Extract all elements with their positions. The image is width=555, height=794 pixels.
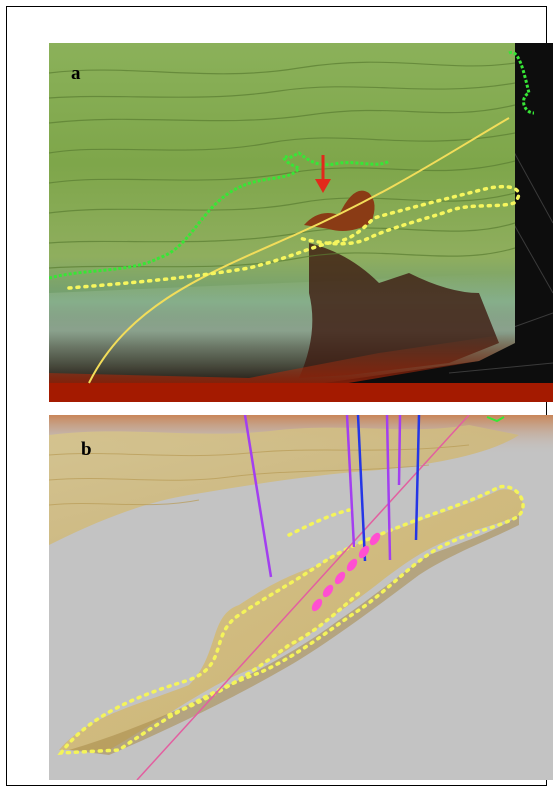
blue-line-2 (414, 415, 421, 541)
upper-surface-ridges (49, 444, 470, 506)
violet-line-1 (243, 415, 273, 578)
ridge-surface (59, 489, 523, 750)
yellow-dotted-outline (57, 484, 525, 755)
panel-a-3d-terrain-view: a (49, 43, 553, 402)
panel-b-render (49, 415, 553, 780)
pink-diagonal-line (136, 415, 470, 780)
panel-a-render (49, 43, 553, 402)
vertical-lines (243, 415, 421, 578)
green-trace-fragment (486, 416, 505, 423)
violet-line-3 (385, 415, 392, 561)
violet-line-2 (345, 415, 356, 548)
yellow-cross-line (88, 117, 510, 384)
ridge-shadow (69, 515, 519, 755)
figure-frame: a (6, 6, 553, 786)
panel-a-label: a (71, 63, 81, 84)
blue-line-1 (356, 415, 367, 562)
red-highlight-mound (304, 190, 375, 231)
magenta-markers (311, 532, 381, 612)
violet-line-4 (397, 415, 402, 486)
red-arrow-marker (315, 155, 331, 193)
terrain-ridges (49, 61, 516, 269)
panel-b-3d-surface-view: b (49, 415, 553, 780)
yellow-dotted-inner-outline (167, 508, 361, 717)
panel-b-label: b (81, 439, 92, 460)
green-trace (49, 50, 535, 280)
yellow-dotted-trace (67, 185, 521, 290)
